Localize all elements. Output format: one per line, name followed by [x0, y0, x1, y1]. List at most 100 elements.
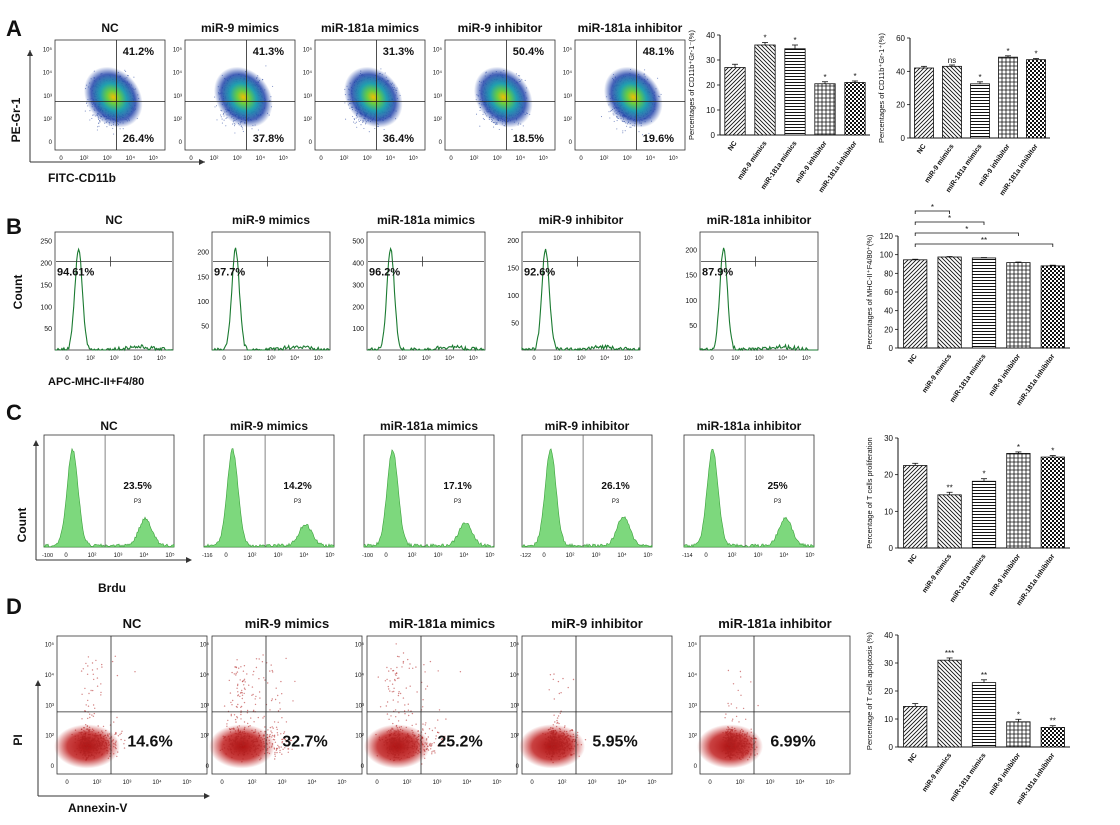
x-tick: 10³: [233, 156, 242, 162]
x-tick: 10⁴: [600, 355, 610, 362]
y-tick: 0: [309, 140, 313, 146]
x-tick: 0: [384, 553, 388, 559]
event-dot: [482, 118, 484, 120]
event-dot: [85, 704, 87, 706]
event-dot: [85, 759, 87, 761]
quadrant-upper-right: 41.2%: [123, 46, 154, 58]
y-tick: 0: [49, 140, 53, 146]
flow-plot-title: miR-181a mimics: [377, 213, 475, 227]
event-dot: [225, 117, 227, 119]
plot-frame: [521, 231, 641, 351]
flow-plot-title: miR-9 inhibitor: [545, 419, 630, 433]
x-tick: 10⁴: [256, 155, 266, 162]
arrow-head: [27, 50, 33, 56]
event-dot: [233, 125, 236, 127]
y-tick: 100: [685, 298, 697, 305]
event-dot: [133, 76, 135, 78]
event-dot: [82, 757, 84, 759]
event-dot: [353, 118, 355, 120]
y-tick: 200: [352, 304, 364, 311]
event-dot: [85, 724, 87, 726]
density-core: [83, 66, 143, 128]
x-tick: 10⁵: [165, 552, 175, 559]
y-tick: 0: [179, 140, 183, 146]
arrow-head: [186, 557, 192, 563]
event-dot: [101, 666, 103, 668]
event-dot: [92, 114, 94, 116]
event-dot: [352, 115, 354, 118]
plot-frame: [366, 231, 486, 351]
quadrant-upper-right: 50.4%: [513, 46, 544, 58]
y-tick: 50: [44, 326, 52, 333]
event-dot: [92, 704, 95, 706]
x-tick: 10⁵: [539, 155, 549, 162]
gate-name: P3: [294, 499, 302, 505]
event-dot: [265, 65, 267, 67]
event-dot: [272, 85, 274, 87]
x-tick: 0: [710, 356, 714, 362]
y-tick: 150: [40, 282, 52, 289]
x-tick: 0: [222, 356, 226, 362]
event-dot: [616, 128, 618, 130]
event-dot: [600, 116, 603, 118]
event-dot: [88, 692, 90, 695]
event-dot: [125, 70, 127, 73]
event-dot: [479, 125, 481, 127]
x-tick: 10⁵: [325, 552, 335, 559]
event-dot: [344, 102, 346, 104]
flow-plot-a-4: miR-9 inhibitor50.4%18.5%0010²10²10³10³1…: [433, 21, 556, 162]
flow-plot-title: miR-9 mimics: [201, 21, 279, 35]
y-tick: 100: [40, 304, 52, 311]
gate-percentage: 25%: [768, 481, 788, 492]
event-dot: [106, 126, 108, 128]
event-dot: [104, 739, 106, 742]
event-dot: [101, 730, 103, 732]
y-tick: 10³: [43, 94, 52, 100]
event-dot: [81, 693, 83, 695]
y-tick: 100: [352, 326, 364, 333]
event-dot: [124, 739, 126, 742]
x-tick: 0: [449, 156, 453, 162]
event-dot: [108, 733, 111, 735]
event-dot: [82, 754, 84, 756]
event-dot: [511, 128, 513, 130]
y-tick: 10²: [433, 117, 442, 123]
x-tick: 10⁵: [805, 552, 815, 559]
event-dot: [97, 735, 99, 737]
y-tick: 10⁴: [433, 70, 443, 77]
event-dot: [98, 122, 100, 124]
event-dot: [89, 749, 92, 751]
x-tick: 0: [377, 356, 381, 362]
x-tick: 10²: [243, 356, 252, 362]
gate-percentage: 26.1%: [601, 481, 629, 492]
event-dot: [71, 733, 73, 736]
event-dot: [214, 106, 216, 108]
event-dot: [220, 114, 222, 116]
event-dot: [87, 699, 89, 702]
x-tick: 10⁵: [279, 155, 289, 162]
x-tick: -114: [682, 553, 693, 559]
event-dot: [215, 105, 218, 107]
y-tick: 100: [197, 299, 209, 306]
flow-plot-title: miR-9 inhibitor: [458, 21, 543, 35]
quadrant-upper-right: 31.3%: [383, 46, 414, 58]
gate-percentage: 87.9%: [702, 267, 733, 279]
quadrant-lower-right: 26.4%: [123, 133, 154, 145]
event-dot: [89, 110, 91, 112]
event-dot: [358, 120, 360, 123]
event-dot: [234, 132, 236, 134]
gate-percentage: 23.5%: [123, 481, 151, 492]
event-dot: [96, 685, 99, 687]
y-tick: 10⁴: [43, 70, 53, 77]
x-tick: 10⁵: [485, 552, 495, 559]
event-dot: [116, 716, 118, 719]
x-tick: 10³: [592, 553, 601, 559]
event-dot: [94, 752, 96, 754]
event-dot: [522, 125, 524, 127]
x-tick: 10²: [80, 156, 89, 162]
